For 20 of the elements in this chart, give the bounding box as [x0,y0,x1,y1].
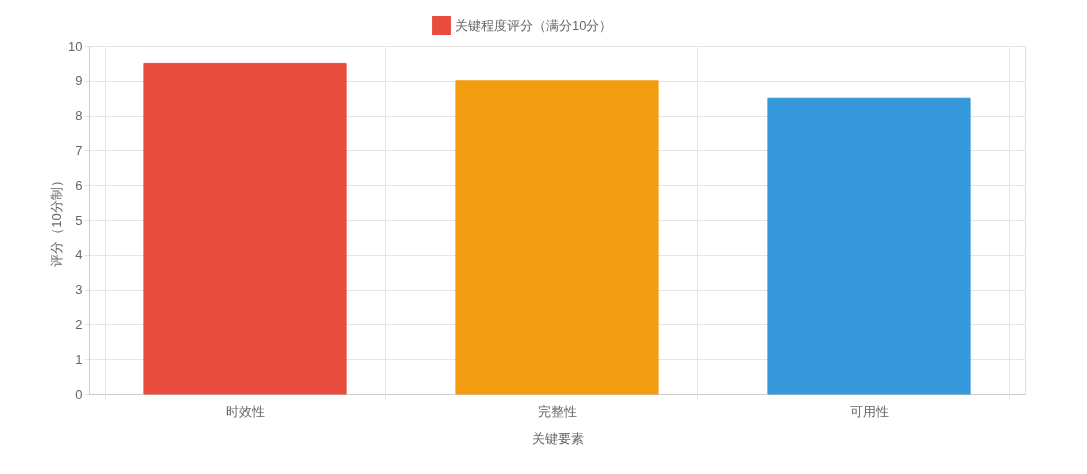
y-tick-label: 8 [75,108,83,124]
bar [455,80,659,395]
y-tick-label: 0 [75,386,83,402]
y-tick-label: 2 [75,316,83,332]
y-tick-label: 6 [75,177,83,193]
bar [143,62,347,395]
y-tick-label: 1 [75,351,83,367]
x-axis-title: 关键要素 [531,430,584,446]
x-tick-label: 完整性 [538,403,577,419]
legend-label: 关键程度评分（满分10分） [455,17,613,33]
x-tick-label: 时效性 [226,403,265,419]
y-tick-label: 5 [75,212,83,228]
y-tick-label: 9 [75,73,83,89]
y-tick-label: 4 [75,247,83,263]
x-tick-label: 可用性 [850,403,889,419]
y-tick-label: 3 [75,282,83,298]
bar [767,97,971,395]
y-tick-label: 7 [75,142,83,158]
y-axis-title: 评分（10分制） [49,174,65,267]
y-tick-label: 10 [68,38,83,54]
